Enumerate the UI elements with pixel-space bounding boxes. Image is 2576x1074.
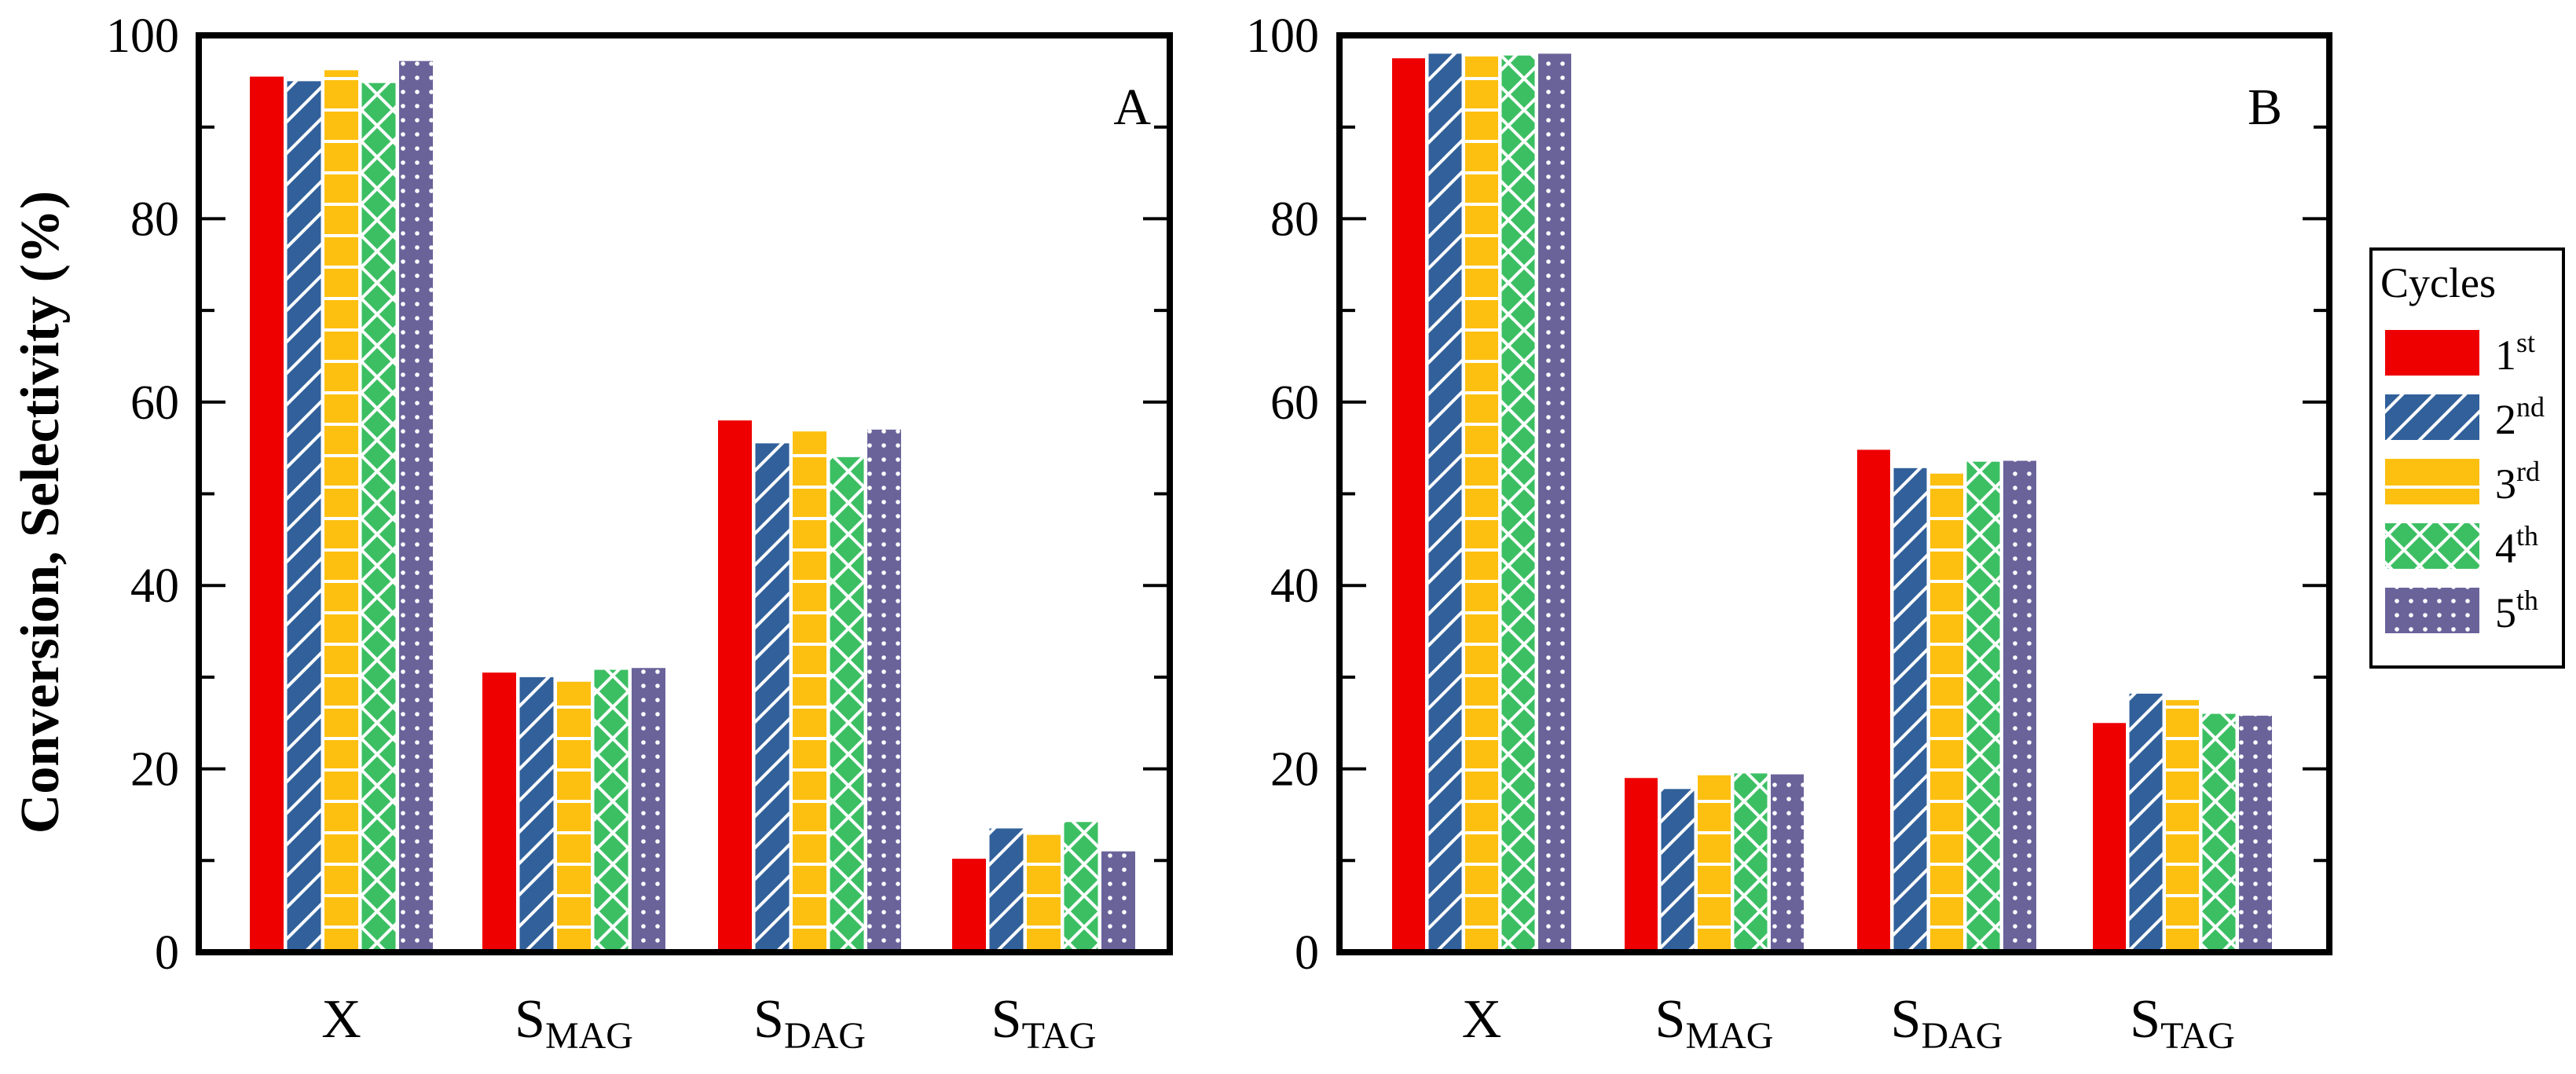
bar-1st-sdag (718, 420, 752, 952)
panel-a-frame (196, 32, 1173, 955)
y-tick-label: 20 (130, 743, 179, 797)
bar-5th-stag (2239, 715, 2272, 952)
bar-2nd-x (1428, 53, 1462, 953)
bar-3rd-stag (1027, 834, 1061, 952)
panel-b-x-categories: X SMAG SDAG STAG (1462, 989, 2235, 1057)
bar-2nd-sdag (755, 443, 790, 952)
x-category-label: SDAG (753, 989, 866, 1057)
x-category-label: SMAG (1655, 989, 1774, 1057)
bar-2nd-smag (519, 676, 554, 952)
bar-3rd-x (1465, 56, 1498, 952)
bar-1st-smag (1625, 778, 1658, 952)
bar-2nd-sdag (1893, 467, 1927, 952)
y-axis-label: Conversion, Selectivity (%) (10, 191, 71, 834)
bar-4th-smag (1734, 773, 1768, 952)
bar-1st-smag (482, 673, 516, 952)
bar-3rd-sdag (1930, 473, 1963, 952)
legend-swatch-5th (2385, 588, 2479, 633)
x-category-label: X (321, 989, 361, 1050)
bar-4th-stag (2202, 713, 2236, 952)
bar-4th-smag (594, 669, 628, 952)
y-tick-label: 0 (1295, 926, 1319, 980)
bar-3rd-smag (557, 681, 591, 952)
bar-3rd-smag (1698, 775, 1731, 952)
legend-swatch-1st (2385, 330, 2479, 376)
bar-1st-x (1392, 58, 1425, 952)
panel-b: 0 20 40 60 80 100 X SMAG SDAG STAG B (1246, 9, 2332, 1057)
bar-2nd-x (287, 81, 321, 953)
bar-1st-stag (952, 858, 986, 952)
bar-4th-stag (1064, 822, 1098, 952)
legend-swatch-2nd (2385, 394, 2479, 440)
y-tick-label: 40 (1270, 559, 1319, 613)
bar-1st-stag (2093, 723, 2126, 952)
y-tick-label: 80 (1270, 192, 1319, 246)
bar-5th-sdag (867, 429, 901, 952)
panel-b-frame (1336, 32, 2332, 955)
y-tick-label: 100 (106, 9, 179, 63)
y-tick-label: 20 (1270, 743, 1319, 797)
x-category-label: STAG (991, 989, 1097, 1057)
legend-swatch-3rd (2385, 459, 2479, 504)
bar-4th-sdag (1966, 461, 2000, 952)
bar-2nd-smag (1661, 789, 1695, 952)
panel-b-letter: B (2248, 79, 2282, 136)
bar-5th-smag (632, 668, 665, 952)
bar-5th-sdag (2003, 460, 2036, 952)
panel-a: 0 20 40 60 80 100 X SMAG SDAG STAG A (106, 9, 1173, 1057)
bar-5th-stag (1101, 851, 1135, 952)
panel-b-bars (1392, 53, 2272, 953)
bar-4th-x (361, 82, 396, 953)
panel-a-x-categories: X SMAG SDAG STAG (321, 989, 1096, 1057)
legend-swatch-4th (2385, 523, 2479, 569)
y-tick-label: 40 (130, 559, 179, 613)
panel-a-bars (250, 60, 1135, 953)
y-tick-label: 80 (130, 192, 179, 246)
bar-3rd-sdag (793, 431, 826, 952)
x-category-label: SMAG (515, 989, 633, 1057)
bar-2nd-stag (989, 828, 1024, 952)
y-tick-label: 0 (155, 926, 179, 980)
legend-label-5th: 5th (2495, 585, 2538, 636)
bar-4th-x (1501, 55, 1535, 953)
bar-2nd-stag (2129, 693, 2163, 952)
bar-5th-x (399, 60, 433, 952)
bar-3rd-x (324, 70, 358, 953)
legend-title: Cycles (2380, 259, 2496, 306)
bar-4th-sdag (830, 456, 864, 952)
bar-5th-x (1538, 53, 1571, 953)
x-category-label: SDAG (1891, 989, 2003, 1057)
y-tick-label: 60 (1270, 376, 1319, 430)
x-category-label: X (1462, 989, 1502, 1050)
bar-5th-smag (1771, 774, 1804, 952)
bar-1st-x (250, 76, 284, 952)
x-category-label: STAG (2130, 989, 2235, 1057)
y-tick-label: 60 (130, 376, 179, 430)
bar-3rd-stag (2166, 700, 2199, 952)
panel-a-letter: A (1113, 79, 1151, 136)
legend-label-2nd: 2nd (2495, 391, 2545, 443)
y-tick-label: 100 (1246, 9, 1319, 63)
bar-1st-sdag (1857, 449, 1890, 952)
panel-b-y-ticks: 0 20 40 60 80 100 (1246, 9, 2329, 980)
panel-a-y-ticks: 0 20 40 60 80 100 (106, 9, 1170, 980)
